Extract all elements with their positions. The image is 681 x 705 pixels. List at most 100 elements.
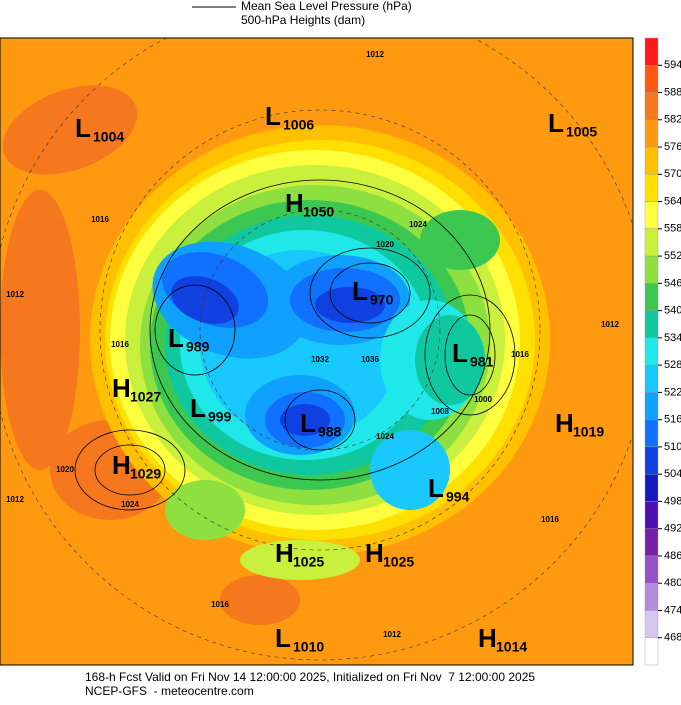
legend-line-label: Mean Sea Level Pressure (hPa): [241, 0, 412, 13]
colorbar-label: 534: [664, 332, 681, 344]
height-field: [220, 575, 300, 625]
latitude-circle: [99, 109, 541, 551]
map-area: 1012 1016 1012 1016 1020 1024 1012 1020 1024 1032…: [0, 38, 633, 665]
colorbar-label: 588: [664, 86, 681, 98]
colorbar-label: 558: [664, 223, 681, 235]
isobar-label: 1016: [541, 515, 559, 524]
height-field: [420, 210, 500, 270]
center-pressure: 1005: [566, 124, 597, 140]
colorbar-cell: [644, 555, 659, 584]
colorbar-cell: [644, 174, 659, 202]
footer-line1: 168-h Fcst Valid on Fri Nov 14 12:00:00 …: [85, 670, 535, 684]
colorbar-label: 594: [664, 59, 681, 71]
isobar-label: 1020: [376, 240, 394, 249]
colorbar-cell: [644, 637, 659, 666]
center-type: H: [112, 373, 131, 403]
colorbar-cell: [644, 37, 659, 66]
center-type: H: [275, 538, 294, 568]
map-frame: [0, 37, 634, 666]
colorbar-cell: [644, 146, 659, 175]
colorbar-label: 486: [664, 550, 681, 562]
center-pressure: 989: [186, 339, 210, 355]
isobar: [309, 247, 431, 339]
isobar-label: 1032: [311, 355, 329, 364]
isobar-label: 1012: [366, 50, 384, 59]
height-field: [370, 430, 450, 510]
isobar: [444, 314, 496, 396]
colorbar-cell: [644, 446, 659, 475]
height-field: [240, 540, 360, 580]
center-type: H: [112, 450, 131, 480]
colorbar-cell: [644, 528, 659, 557]
center-type: L: [300, 408, 316, 438]
colorbar-label: 492: [664, 523, 681, 535]
colorbar-label: 468: [664, 632, 681, 644]
center-pressure: 970: [370, 292, 394, 308]
height-field: [315, 287, 385, 323]
colorbar-label: 540: [664, 305, 681, 317]
center-pressure: 988: [318, 424, 342, 440]
colorbar-cell: [644, 392, 659, 420]
colorbar-cell: [644, 583, 659, 611]
isobar-label: 1012: [383, 630, 401, 639]
center-type: L: [452, 338, 468, 368]
colorbar-label: 474: [664, 604, 681, 616]
center-pressure: 1014: [496, 639, 527, 655]
height-field: [165, 480, 245, 540]
isobar: [74, 429, 186, 511]
center-pressure: 1029: [130, 466, 161, 482]
height-field: [2, 85, 138, 175]
colorbar-cell: [644, 255, 659, 284]
center-pressure: 1010: [293, 639, 324, 655]
colorbar-label: 516: [664, 414, 681, 426]
colorbar-cell: [644, 419, 659, 448]
colorbar-label: 582: [664, 114, 681, 126]
colorbar-label: 564: [664, 195, 681, 207]
colorbar-cell: [644, 65, 659, 93]
colorbar-label: 510: [664, 441, 681, 453]
height-field: [280, 404, 330, 436]
center-pressure: 981: [470, 354, 494, 370]
latitude-circle: [199, 209, 441, 451]
colorbar-label: 576: [664, 141, 681, 153]
center-type: H: [365, 538, 384, 568]
colorbar-cell: [644, 337, 659, 366]
colorbar-label: 498: [664, 495, 681, 507]
colorbar-cell: [644, 364, 659, 393]
isobar: [329, 262, 411, 324]
colorbar-label: 480: [664, 577, 681, 589]
isobar-label: 1024: [409, 220, 427, 229]
isobar-label: 1012: [601, 320, 619, 329]
isobar: [94, 444, 166, 496]
isobar: [149, 179, 491, 481]
isobar-label: 1008: [431, 407, 449, 416]
colorbar-cell: [644, 119, 659, 148]
colorbar-cell: [644, 610, 659, 638]
colorbar-cell: [644, 473, 659, 502]
center-type: L: [428, 473, 444, 503]
isobar: [154, 284, 236, 376]
colorbar-cell: [644, 283, 659, 311]
isobar-label: 1016: [211, 600, 229, 609]
center-pressure: 994: [446, 489, 470, 505]
height-field: [171, 276, 239, 324]
isobar-label: 1036: [361, 355, 379, 364]
isobar-label: 1016: [511, 350, 529, 359]
center-pressure: 1027: [130, 389, 161, 405]
center-pressure: 1025: [293, 554, 324, 570]
center-type: L: [265, 101, 281, 131]
legend-fill-label: 500-hPa Heights (dam): [241, 13, 365, 27]
center-pressure: 1019: [573, 424, 604, 440]
isobar-label: 1012: [6, 290, 24, 299]
center-type: H: [478, 623, 497, 653]
isobar: [284, 389, 356, 451]
colorbar-cell: [644, 310, 659, 339]
center-pressure: 1006: [283, 117, 314, 133]
center-type: L: [168, 323, 184, 353]
isobar-label: 1024: [376, 432, 394, 441]
colorbar-label: 552: [664, 250, 681, 262]
isobar: [424, 294, 516, 416]
isobar-label: 1020: [56, 465, 74, 474]
colorbar-label: 522: [664, 386, 681, 398]
